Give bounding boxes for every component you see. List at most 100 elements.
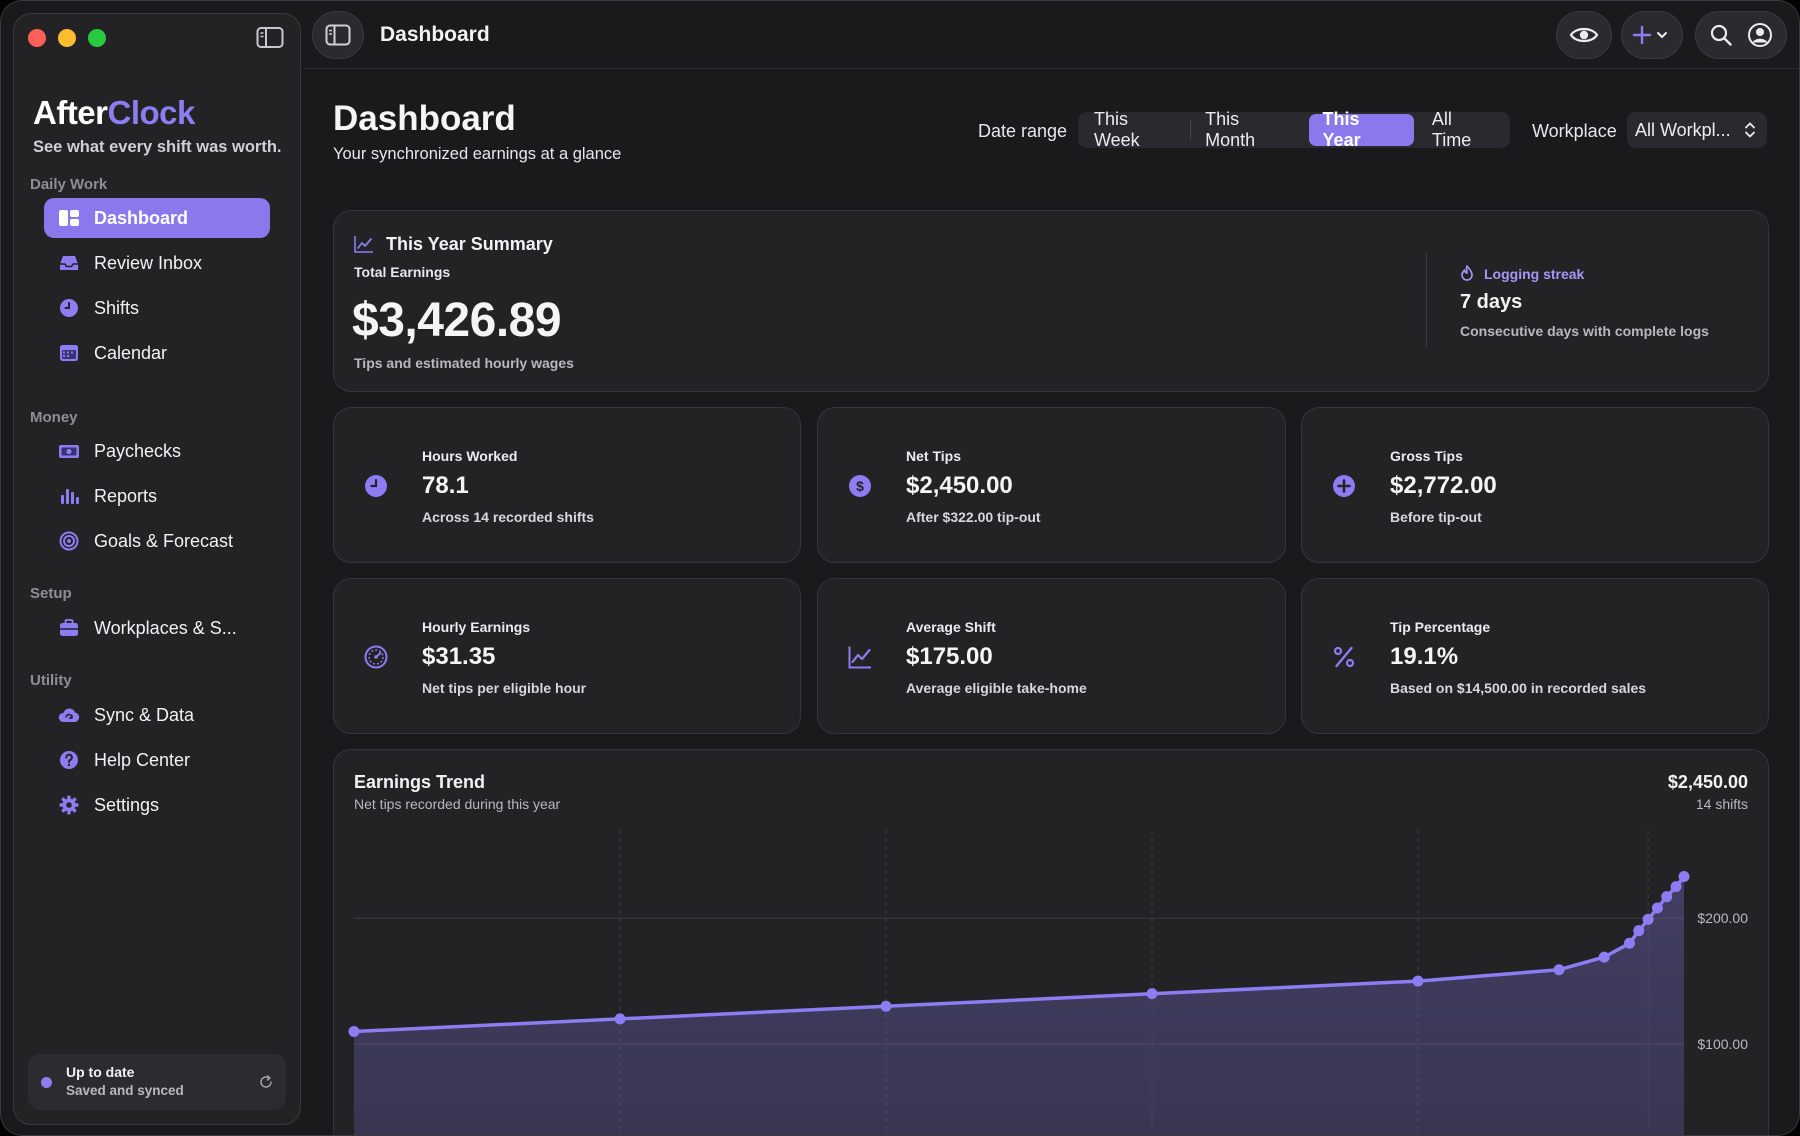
earnings-trend-card: Earnings Trend Net tips recorded during … (333, 749, 1769, 1135)
data-point[interactable] (1146, 988, 1158, 1000)
refresh-icon[interactable] (258, 1074, 274, 1090)
sidebar-item-review-inbox[interactable]: Review Inbox (44, 243, 270, 283)
section-label-utility: Utility (30, 672, 72, 689)
help-icon (60, 751, 78, 769)
metric-card-average-shift: Average Shift $175.00 Average eligible t… (817, 578, 1286, 734)
gauge-icon (364, 645, 388, 669)
earnings-trend-chart: $100.00 $200.00 (348, 830, 1748, 1135)
sidebar-item-reports[interactable]: Reports (44, 476, 270, 516)
date-range-segmented-control: This Week This Month This Year All Time (1078, 109, 1510, 150)
sidebar-item-sync-data[interactable]: Sync & Data (44, 695, 270, 735)
sidebar-item-label: Shifts (94, 297, 140, 318)
clock-icon (365, 475, 387, 497)
page-title: Dashboard (333, 99, 516, 138)
workplace-label: Workplace (1532, 121, 1617, 141)
summary-title: This Year Summary (386, 234, 553, 254)
metric-value: $2,772.00 (1390, 472, 1497, 499)
content-sidebar-toggle-button[interactable] (312, 11, 364, 59)
date-range-this-month[interactable]: This Month (1205, 109, 1256, 150)
toolbar: Dashboard (303, 1, 1799, 69)
date-range-this-week[interactable]: This Week (1094, 109, 1140, 150)
metric-note: Net tips per eligible hour (422, 680, 587, 696)
y-tick-label: $100.00 (1697, 1036, 1748, 1052)
metric-label: Net Tips (906, 448, 961, 464)
metric-note: After $322.00 tip-out (906, 509, 1041, 525)
total-earnings-note: Tips and estimated hourly wages (354, 355, 574, 371)
total-earnings-label: Total Earnings (354, 264, 451, 280)
trend-chart-icon (354, 236, 373, 253)
close-window-button[interactable] (28, 29, 46, 47)
data-point[interactable] (1412, 975, 1424, 987)
sidebar-item-workplaces[interactable]: Workplaces & S... (44, 608, 270, 648)
data-point[interactable] (614, 1013, 626, 1025)
logging-streak-note: Consecutive days with complete logs (1460, 323, 1709, 339)
summary-divider (1426, 253, 1427, 347)
metric-value: $2,450.00 (906, 472, 1013, 499)
data-point[interactable] (1598, 951, 1610, 963)
sidebar-item-calendar[interactable]: Calendar (44, 333, 270, 373)
data-point[interactable] (1623, 937, 1635, 949)
bar-chart-icon (61, 489, 79, 504)
sync-status-subtitle: Saved and synced (66, 1083, 184, 1098)
section-label-setup: Setup (30, 585, 72, 602)
sidebar-item-label: Workplaces & S... (94, 617, 237, 638)
metric-label: Hourly Earnings (422, 619, 531, 635)
metric-label: Hours Worked (422, 448, 518, 464)
account-icon[interactable] (1747, 22, 1773, 48)
clock-icon (60, 299, 78, 317)
sidebar-item-label: Goals & Forecast (94, 530, 234, 551)
data-point[interactable] (1642, 913, 1654, 925)
data-point[interactable] (880, 1000, 892, 1012)
app-tagline: See what every shift was worth. (33, 138, 282, 156)
sidebar-item-settings[interactable]: Settings (44, 785, 270, 825)
percent-icon (1333, 646, 1355, 668)
workplace-select[interactable]: All Workpl... (1627, 112, 1767, 148)
privacy-toggle-button[interactable] (1556, 11, 1612, 59)
sidebar-item-label: Sync & Data (94, 704, 195, 725)
logging-streak-value: 7 days (1460, 291, 1523, 313)
up-down-chevron-icon (1745, 122, 1755, 138)
sidebar-item-paychecks[interactable]: Paychecks (44, 431, 270, 471)
sidebar-icon (325, 24, 351, 46)
workplace-select-value: All Workpl... (1635, 119, 1731, 140)
metric-card-hours-worked: Hours Worked 78.1 Across 14 recorded shi… (333, 407, 801, 563)
zoom-window-button[interactable] (88, 29, 106, 47)
metric-note: Across 14 recorded shifts (422, 509, 594, 525)
sidebar-item-goals-forecast[interactable]: Goals & Forecast (44, 521, 270, 561)
sidebar-item-help-center[interactable]: Help Center (44, 740, 270, 780)
inbox-icon (60, 256, 78, 270)
summary-card: This Year Summary Total Earnings $3,426.… (333, 210, 1769, 392)
metric-note: Before tip-out (1390, 509, 1482, 525)
sync-status-title: Up to date (66, 1064, 135, 1080)
minimize-window-button[interactable] (58, 29, 76, 47)
data-point[interactable] (1651, 902, 1663, 914)
data-point[interactable] (1553, 964, 1565, 976)
data-point[interactable] (1678, 871, 1690, 883)
data-point[interactable] (1633, 925, 1645, 937)
earnings-trend-subtitle: Net tips recorded during this year (354, 796, 561, 812)
earnings-trend-shift-count: 14 shifts (1695, 796, 1748, 812)
search-icon[interactable] (1709, 23, 1733, 47)
sidebar-toggle-icon[interactable] (256, 26, 284, 50)
date-range-this-year[interactable]: This Year (1308, 109, 1414, 150)
earnings-trend-title: Earnings Trend (354, 772, 486, 792)
sidebar-item-label: Dashboard (94, 207, 189, 228)
data-point[interactable] (348, 1025, 360, 1037)
sidebar-item-shifts[interactable]: Shifts (44, 288, 270, 328)
date-range-all-time[interactable]: All Time (1431, 109, 1472, 150)
add-menu-button[interactable] (1621, 11, 1683, 59)
data-point[interactable] (1661, 891, 1673, 903)
page-subtitle: Your synchronized earnings at a glance (333, 145, 622, 163)
sync-status-dot (41, 1077, 52, 1088)
sidebar-item-label: Review Inbox (94, 252, 203, 273)
search-account-group (1695, 11, 1787, 59)
plus-chevron-icon (1632, 25, 1667, 45)
data-point[interactable] (1670, 881, 1682, 893)
sidebar-item-dashboard[interactable]: Dashboard (44, 198, 270, 238)
app-brand: AfterClock (33, 94, 195, 131)
metric-card-tip-percentage: Tip Percentage 19.1% Based on $14,500.00… (1301, 578, 1769, 734)
window-controls (28, 29, 106, 47)
svg-text:$: $ (856, 478, 864, 494)
metric-card-hourly-earnings: Hourly Earnings $31.35 Net tips per elig… (333, 578, 801, 734)
sidebar-item-label: Help Center (94, 749, 191, 770)
